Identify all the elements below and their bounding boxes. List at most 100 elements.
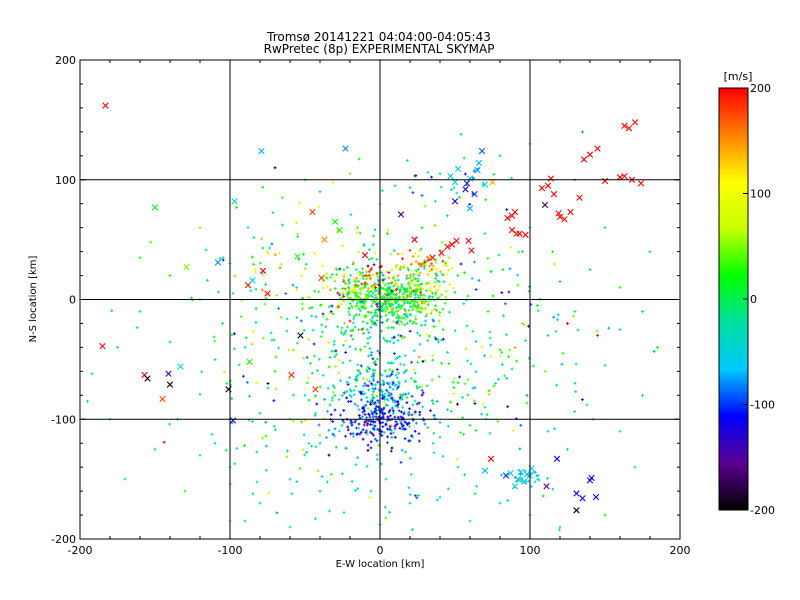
dot-marker [346,282,350,286]
dot-marker [415,308,419,312]
dot-marker [401,257,404,261]
x-marker [463,180,471,187]
dot-marker [392,284,396,288]
dot-marker [394,301,398,305]
dot-marker [576,328,580,332]
dot-marker [349,329,353,333]
dot-marker [384,300,388,304]
dot-marker [307,337,311,341]
dot-marker [407,486,411,490]
dot-marker [295,288,299,291]
dot-marker [510,176,514,180]
dot-marker [441,337,445,341]
dot-marker [410,280,413,284]
dot-marker [411,306,415,310]
dot-marker [366,406,370,410]
dot-marker [270,338,274,342]
dot-marker [401,397,404,401]
x-marker [625,125,633,132]
x-marker [544,182,552,189]
dot-marker [456,274,460,277]
x-tick-label: 200 [670,544,691,557]
dot-marker [408,329,412,333]
dot-marker [488,336,492,340]
dot-marker [438,295,441,299]
dot-marker [343,321,346,325]
x-marker [511,208,519,216]
dot-marker [359,390,362,394]
dot-marker [474,399,478,403]
x-marker [601,177,609,185]
dot-marker [278,266,282,270]
dot-marker [352,321,355,325]
dot-marker [357,390,361,393]
dot-marker [521,322,524,325]
dot-marker [313,414,317,417]
dot-marker [425,333,429,337]
dot-marker [365,396,369,399]
dot-marker [388,385,392,389]
dot-marker [357,414,361,417]
dot-marker [391,361,395,365]
dot-marker [368,367,371,371]
dot-marker [480,412,483,416]
x-marker [453,237,460,245]
dot-marker [307,398,311,402]
dot-marker [254,307,258,310]
dot-marker [333,287,337,290]
dot-marker [348,313,352,317]
dot-marker [408,186,412,190]
dot-marker [357,271,361,275]
dot-marker [443,264,446,267]
dot-marker [359,292,363,296]
dot-marker [366,448,370,452]
dot-marker [392,352,396,355]
dot-marker [471,176,475,180]
dot-marker [386,415,390,419]
dot-marker [546,429,550,433]
dot-marker [452,386,456,390]
dot-marker [417,310,421,314]
dot-marker [360,305,364,309]
dot-marker [331,420,335,423]
dot-marker [404,379,408,383]
x-marker [471,190,478,198]
dot-marker [393,184,397,188]
dot-marker [355,301,359,305]
x-axis: -200 -100 0 100 200 [68,60,691,557]
dot-marker [366,341,370,345]
dot-marker [366,384,370,388]
dot-marker [330,304,334,308]
dot-marker [391,313,395,317]
dot-marker [433,224,437,227]
x-marker [516,230,523,237]
dot-marker [382,431,386,434]
dot-marker [441,259,445,263]
dot-marker [370,257,374,260]
dot-marker [384,403,388,407]
x-marker [474,166,481,174]
dot-marker [381,278,385,282]
dot-marker [430,399,434,402]
dot-marker [363,392,367,395]
dot-marker [336,305,340,309]
dot-marker [243,346,247,349]
dot-marker [363,413,367,416]
dot-marker [261,336,265,340]
x-marker [465,237,472,245]
dot-marker [385,307,389,311]
dot-marker [407,421,411,425]
dot-marker [403,323,407,327]
dot-marker [353,420,357,424]
x-marker [165,370,172,377]
dot-marker [561,351,565,355]
dot-marker [462,156,466,160]
dot-marker [437,319,441,323]
dot-marker [400,422,403,426]
dot-marker [418,385,422,389]
dot-marker [366,400,370,404]
dot-marker [423,323,427,327]
dot-marker [398,396,402,400]
dot-marker [381,425,385,429]
x-marker [336,226,343,234]
